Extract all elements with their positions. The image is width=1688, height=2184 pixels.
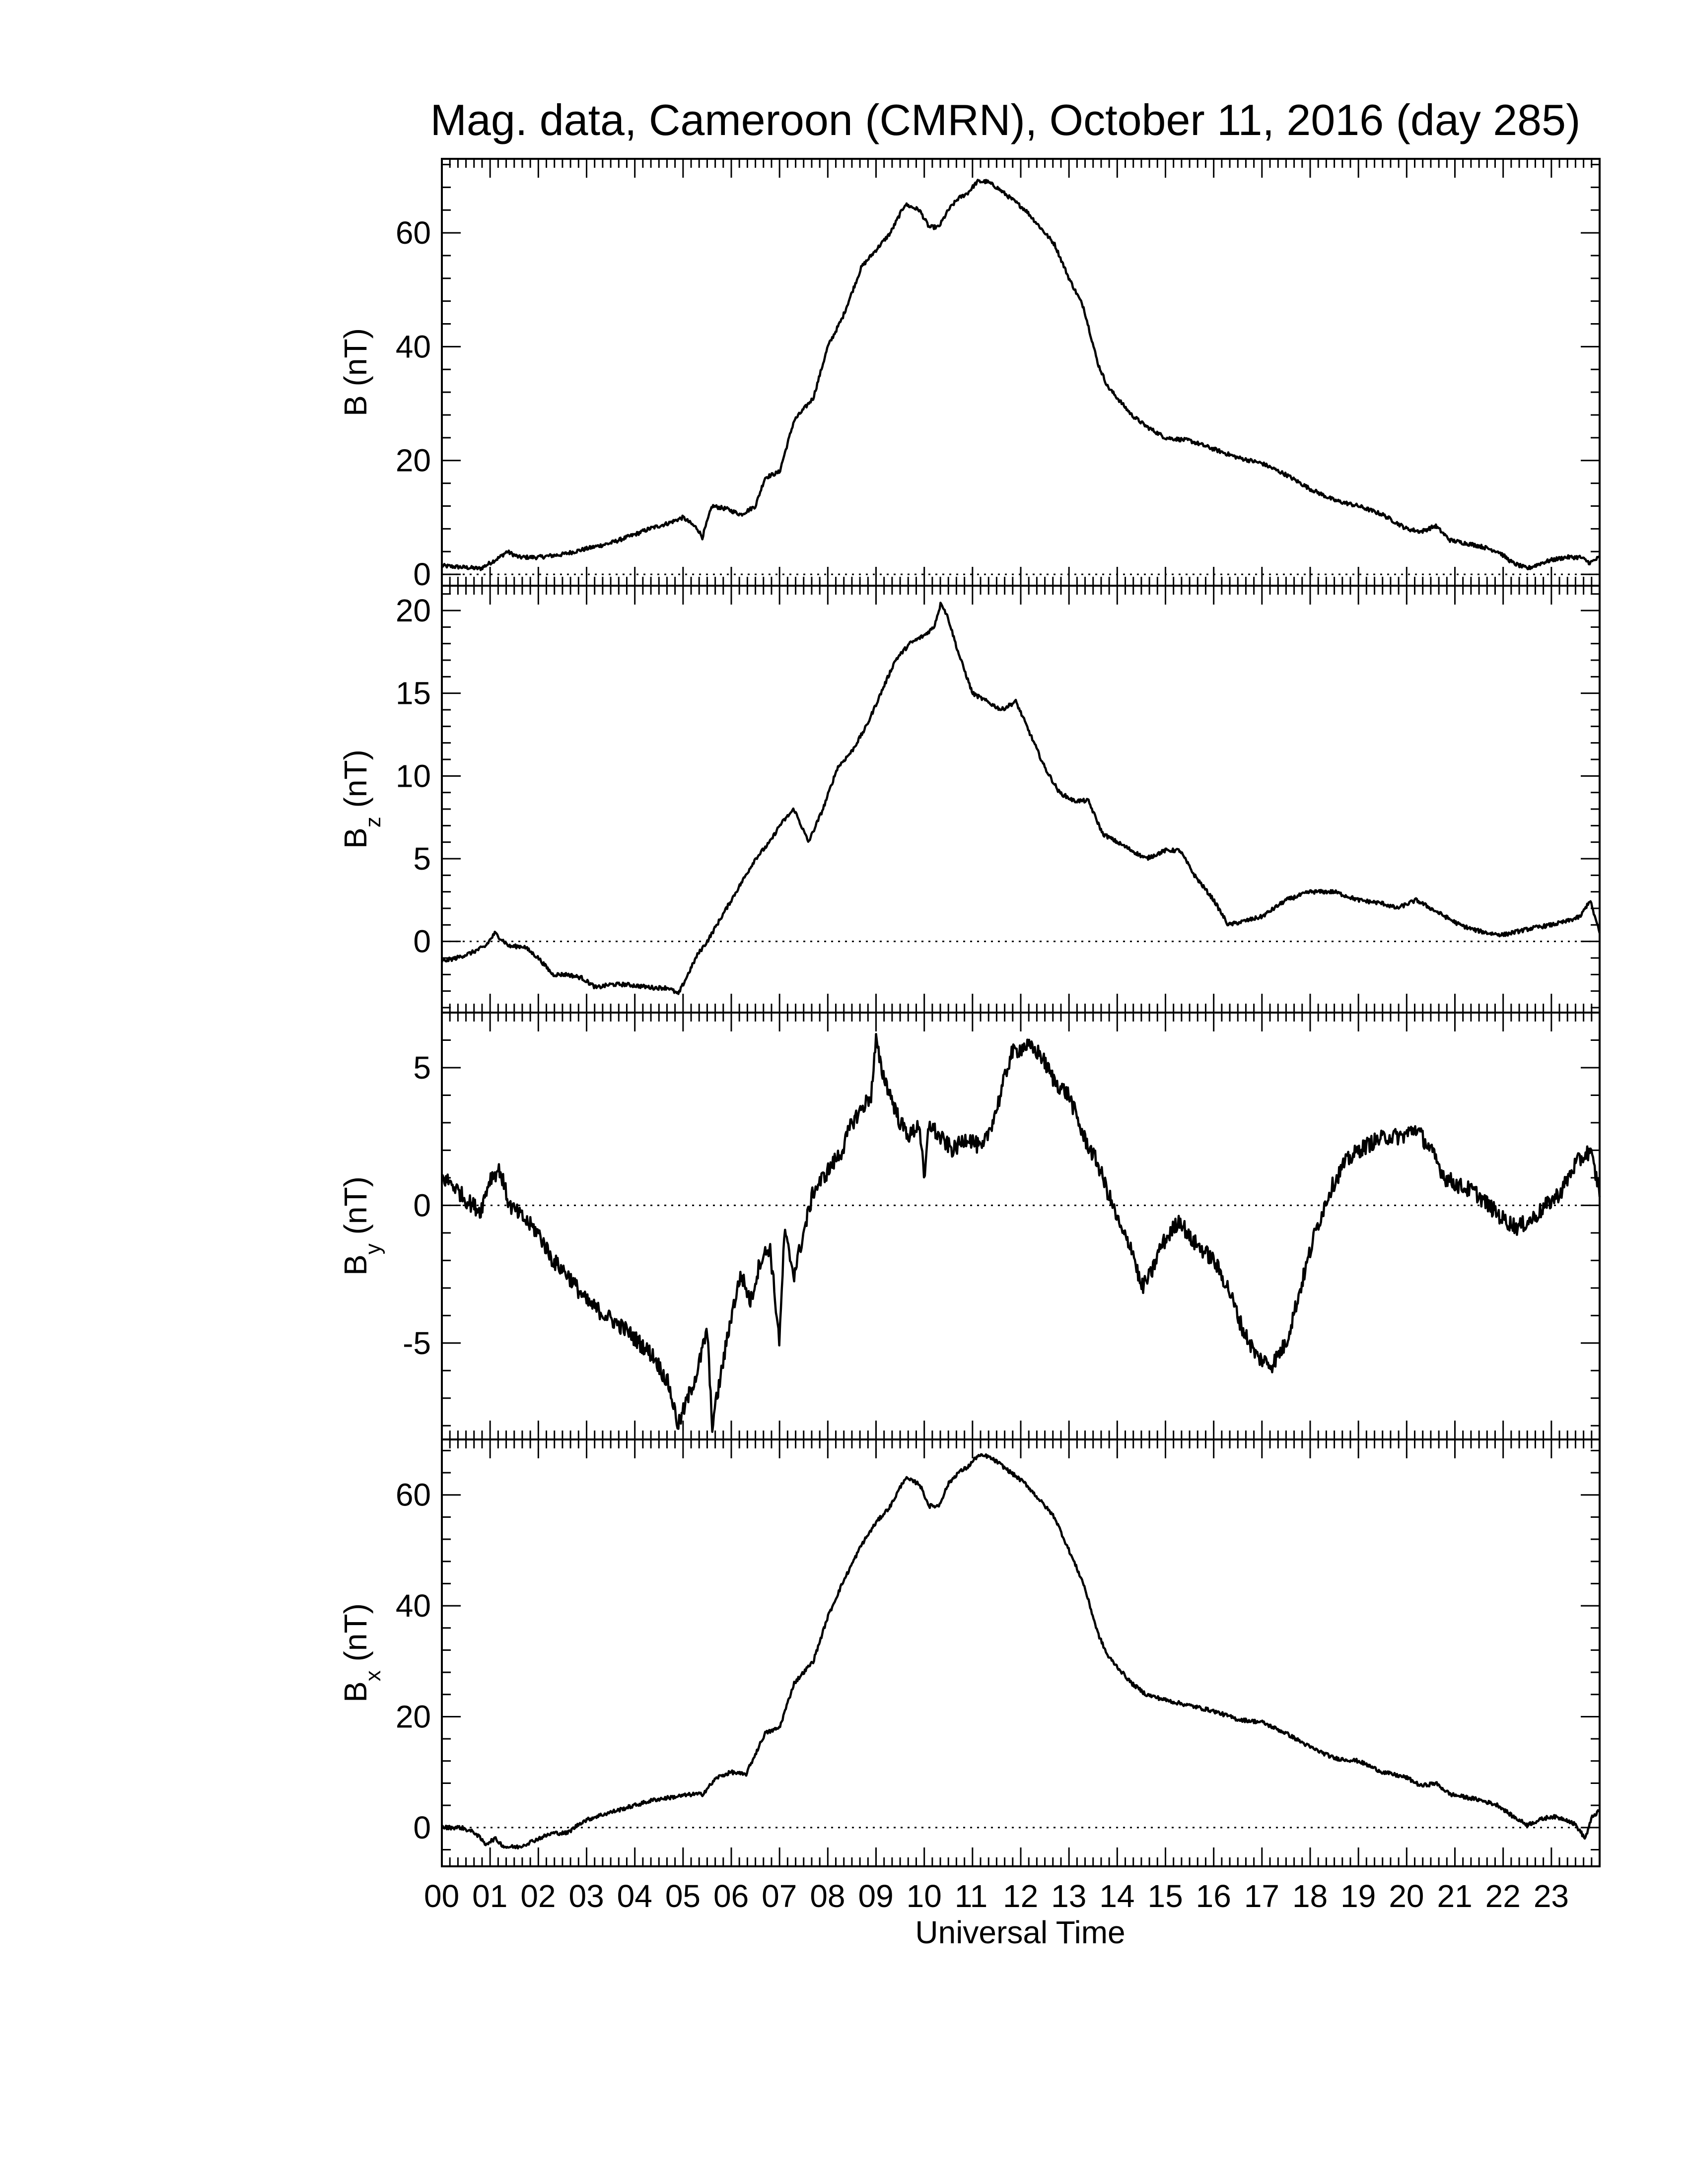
- x-tick-label: 00: [424, 1878, 459, 1914]
- x-tick-label: 10: [907, 1878, 942, 1914]
- x-tick-labels: 00 01 02 03 04 05 06 07 08 09 10 11 12 13 14 15 16 17 18 19…: [424, 1878, 1569, 1914]
- panel-frame: [441, 1438, 1601, 1867]
- x-tick-label: 15: [1148, 1878, 1183, 1914]
- y-axis-label: Bz (nT): [338, 750, 385, 849]
- x-tick-label: 03: [569, 1878, 604, 1914]
- x-tick-label: 20: [1389, 1878, 1424, 1914]
- x-tick-label: 01: [472, 1878, 507, 1914]
- figure-title: Mag. data, Cameroon (CMRN), October 11, …: [430, 95, 1581, 144]
- x-tick-label: 17: [1244, 1878, 1279, 1914]
- y-axis-label: B (nT): [338, 328, 373, 416]
- y-axis-label-unit: (nT): [338, 328, 373, 395]
- series-line: [440, 602, 1601, 995]
- x-tick-label: 21: [1437, 1878, 1473, 1914]
- y-axis-label-unit: (nT): [338, 1176, 373, 1243]
- x-axis-label: Universal Time: [915, 1914, 1125, 1950]
- x-tick-label: 23: [1534, 1878, 1569, 1914]
- x-tick-label: 07: [762, 1878, 797, 1914]
- x-tick-label: 18: [1292, 1878, 1328, 1914]
- x-tick-label: 12: [1003, 1878, 1038, 1914]
- panel-3: 0 20 40 60 Bx (nT): [338, 1438, 1601, 1867]
- x-tick-label: 09: [858, 1878, 894, 1914]
- y-axis-label-unit: (nT): [338, 1603, 373, 1670]
- series-line: [441, 1033, 1601, 1433]
- y-tick-label: 60: [396, 1477, 431, 1513]
- x-tick-label: 14: [1099, 1878, 1134, 1914]
- x-tick-label: 11: [955, 1878, 987, 1914]
- panel-2: -5 0 5 By (nT): [338, 1012, 1601, 1440]
- y-tick-label: 40: [396, 1588, 431, 1624]
- series-line: [440, 1453, 1601, 1850]
- y-tick-label: 0: [413, 556, 431, 592]
- x-tick-label: 16: [1196, 1878, 1231, 1914]
- x-tick-label: 05: [665, 1878, 701, 1914]
- y-axis-label-main: B: [338, 395, 373, 416]
- y-axis-label: Bx (nT): [338, 1603, 385, 1703]
- x-tick-label: 02: [520, 1878, 556, 1914]
- y-axis-label-unit: (nT): [338, 750, 373, 817]
- x-tick-label: 04: [617, 1878, 652, 1914]
- x-tick-label: 13: [1051, 1878, 1086, 1914]
- y-tick-label: 5: [413, 1050, 431, 1086]
- y-axis-label-sub: y: [361, 1243, 385, 1254]
- panel-0: 0 20 40 60 B (nT): [338, 158, 1601, 592]
- y-tick-label: 60: [396, 215, 431, 251]
- y-axis-label: By (nT): [338, 1176, 385, 1276]
- y-axis-label-main: B: [338, 827, 373, 849]
- y-tick-label: 20: [396, 1699, 431, 1734]
- y-tick-label: 0: [413, 1187, 431, 1223]
- y-tick-label: 10: [396, 758, 431, 794]
- y-axis-label-main: B: [338, 1681, 373, 1703]
- x-tick-label: 22: [1485, 1878, 1521, 1914]
- y-tick-label: 20: [396, 443, 431, 478]
- y-tick-label: 5: [413, 841, 431, 877]
- y-tick-label: -5: [403, 1325, 431, 1361]
- y-tick-label: 40: [396, 329, 431, 364]
- x-tick-label: 08: [810, 1878, 845, 1914]
- y-tick-label: 20: [396, 593, 431, 628]
- y-tick-label: 0: [413, 924, 431, 959]
- y-axis-label-main: B: [338, 1254, 373, 1276]
- y-tick-label: 15: [396, 676, 431, 711]
- y-tick-label: 0: [413, 1810, 431, 1845]
- series-line: [441, 179, 1601, 571]
- x-tick-label: 06: [713, 1878, 749, 1914]
- x-tick-label: 19: [1340, 1878, 1376, 1914]
- y-axis-label-sub: z: [361, 817, 385, 827]
- y-axis-label-sub: x: [361, 1670, 385, 1681]
